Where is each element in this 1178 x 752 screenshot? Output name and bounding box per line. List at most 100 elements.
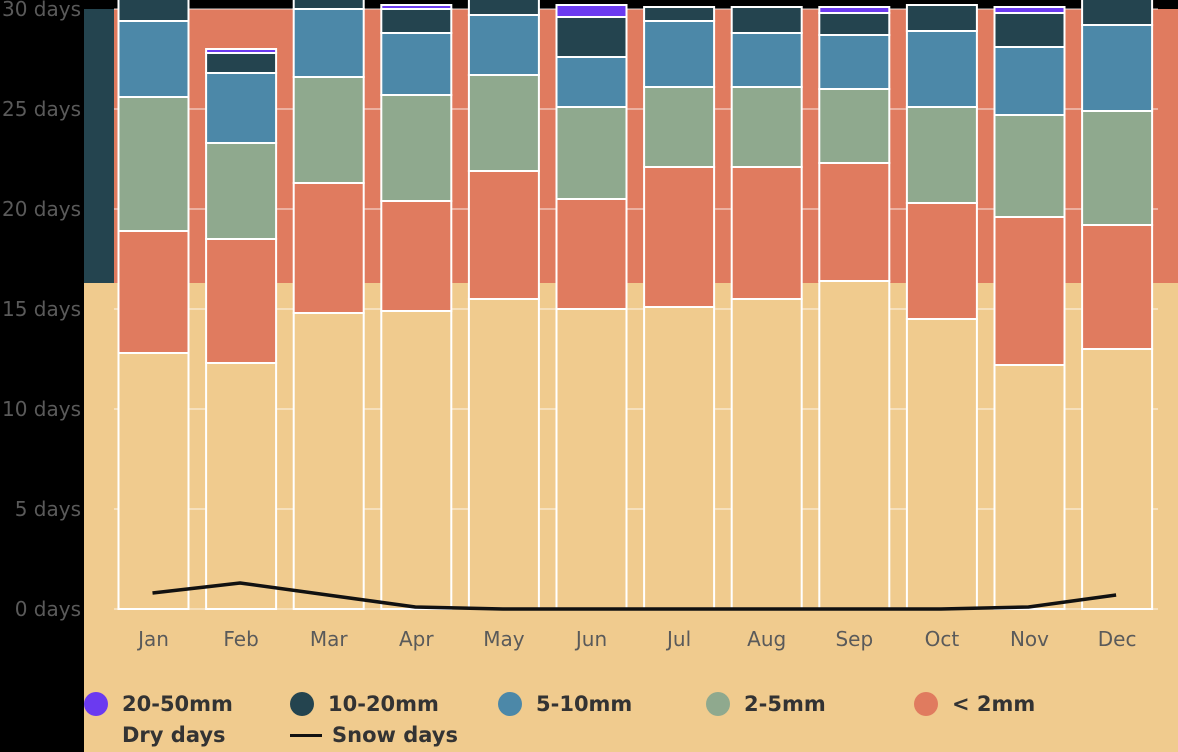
bar-segment [205, 142, 278, 240]
bar-segment [905, 106, 978, 204]
bar-segment [555, 308, 628, 610]
bar-segment [818, 280, 891, 610]
legend-item[interactable]: 5-10mm [498, 691, 632, 717]
bar-segment [117, 230, 190, 354]
bar-segment [380, 200, 453, 312]
bar-segment [643, 20, 716, 88]
legend-item[interactable]: Snow days [290, 722, 458, 748]
bar-segment [643, 306, 716, 610]
bar-segment [205, 48, 278, 54]
legend-swatch [290, 692, 314, 716]
y-tick-label: 15 days [2, 297, 81, 321]
snow-days-line [152, 581, 1117, 611]
bar-segment [555, 198, 628, 310]
bar-segment [292, 76, 365, 184]
x-tick-label: Sep [835, 627, 873, 651]
chart-legend: 20-50mm 10-20mm 5-10mm 2-5mm < 2mm Dry days Sn… [84, 684, 1178, 752]
y-tick-label: 10 days [2, 397, 81, 421]
bar-segment [467, 170, 540, 300]
x-tick-label: Jan [136, 627, 169, 651]
bar-segment [292, 0, 365, 10]
bar-segment [818, 162, 891, 282]
bar-segment [818, 6, 891, 14]
bar-segment [905, 30, 978, 108]
x-tick-label: Jun [574, 627, 607, 651]
legend-label: < 2mm [952, 692, 1036, 716]
x-tick-label: May [483, 627, 525, 651]
legend-item[interactable]: 20-50mm [84, 691, 233, 717]
y-tick-label: 20 days [2, 197, 81, 221]
bar-segment [117, 96, 190, 232]
legend-swatch [498, 692, 522, 716]
bar-segment [730, 32, 803, 88]
bar-segment [818, 34, 891, 90]
legend-label: 10-20mm [328, 692, 439, 716]
legend-item[interactable]: 2-5mm [706, 691, 826, 717]
legend-label: 5-10mm [536, 692, 633, 716]
bar-segment [730, 86, 803, 168]
bar-segment [292, 182, 365, 314]
bar-segment [467, 74, 540, 172]
bar-segment [555, 106, 628, 200]
x-tick-label: Dec [1098, 627, 1137, 651]
legend-swatch [914, 692, 938, 716]
bar-segment [380, 8, 453, 34]
legend-label: 20-50mm [122, 692, 233, 716]
legend-label: Snow days [332, 723, 458, 747]
bar-segment [380, 310, 453, 610]
bar-segment [467, 0, 540, 16]
bar-segment [993, 216, 1066, 366]
bar-segment [205, 362, 278, 610]
panel-upper-right-strip [1158, 9, 1178, 283]
bar-segment [730, 6, 803, 34]
bar-segment [205, 238, 278, 364]
y-tick-label: 0 days [15, 597, 81, 621]
bar-segment [380, 94, 453, 202]
bar-segment [993, 46, 1066, 116]
legend-item[interactable]: < 2mm [914, 691, 1035, 717]
bar-segment [993, 114, 1066, 218]
x-tick-label: Oct [925, 627, 960, 651]
x-tick-label: Nov [1010, 627, 1049, 651]
legend-label: Dry days [122, 723, 226, 747]
legend-item[interactable]: Dry days [84, 722, 226, 748]
bar-segment [993, 6, 1066, 14]
bar-segment [1081, 224, 1154, 350]
panel-upper-left-strip [84, 9, 114, 283]
bar-segment [818, 12, 891, 36]
x-tick-label: Mar [310, 627, 349, 651]
legend-swatch [706, 692, 730, 716]
y-tick-label: 25 days [2, 97, 81, 121]
bar-segment [380, 4, 453, 10]
bar-segment [467, 298, 540, 610]
bar-segment [643, 6, 716, 22]
bar-segment [993, 364, 1066, 610]
legend-line-swatch [290, 733, 322, 737]
bar-segment [467, 14, 540, 76]
x-tick-label: Feb [223, 627, 258, 651]
bar-segment [117, 352, 190, 610]
bar-segment [292, 312, 365, 610]
bar-segment [1081, 110, 1154, 226]
bar-segment [730, 298, 803, 610]
bar-segment [555, 16, 628, 58]
bar-segment [905, 4, 978, 32]
legend-swatch [84, 692, 108, 716]
bar-segment [380, 32, 453, 96]
x-tick-label: Aug [747, 627, 786, 651]
bar-segment [1081, 24, 1154, 112]
y-tick-label: 30 days [2, 0, 81, 21]
bar-segment [643, 86, 716, 168]
bar-segment [205, 52, 278, 74]
legend-label: 2-5mm [744, 692, 826, 716]
bar-segment [1081, 348, 1154, 610]
bar-segment [117, 0, 190, 22]
bar-segment [292, 8, 365, 78]
legend-item[interactable]: 10-20mm [290, 691, 439, 717]
x-tick-label: Jul [665, 627, 691, 651]
y-tick-label: 5 days [15, 497, 81, 521]
bar-segment [205, 72, 278, 144]
bar-segment [730, 166, 803, 300]
